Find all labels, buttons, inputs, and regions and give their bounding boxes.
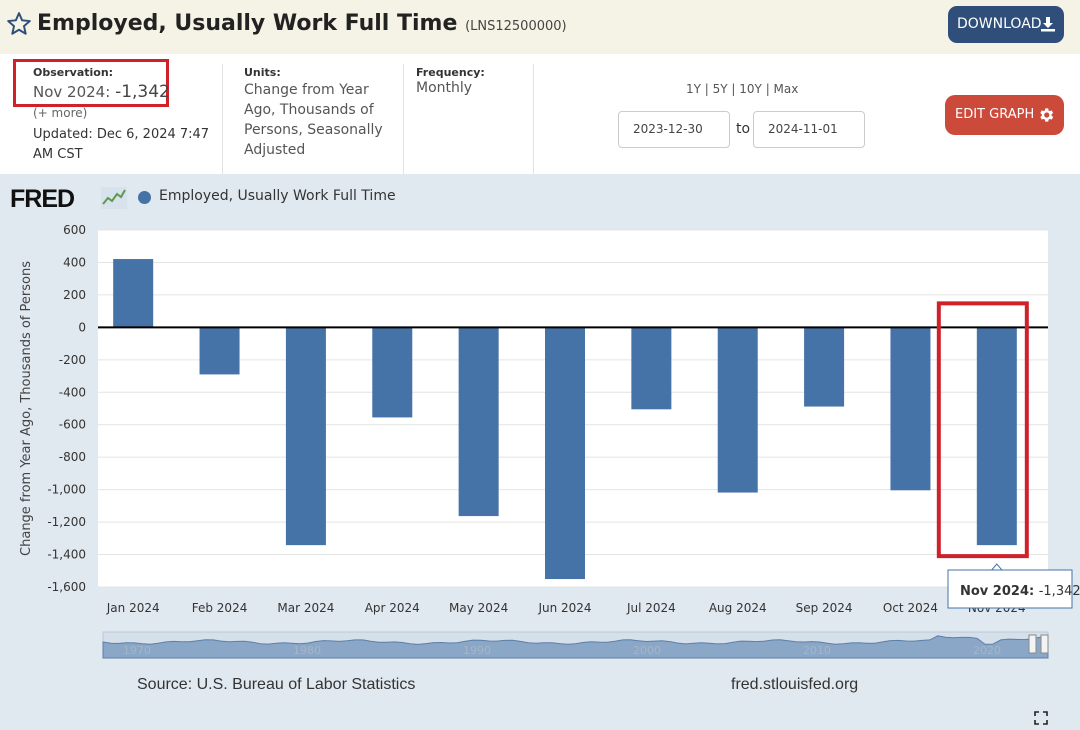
- fred-logo: FRED: [10, 185, 75, 213]
- y-tick-label: 400: [63, 255, 86, 269]
- observation-number: -1,342: [115, 82, 170, 102]
- units-text: Change from Year Ago, Thousands of Perso…: [244, 82, 383, 158]
- navigator-year-label: 2020: [973, 644, 1001, 657]
- navigator-year-label: 1990: [463, 644, 491, 657]
- tooltip-value: -1,342: [1039, 584, 1080, 599]
- source-text: Source: U.S. Bureau of Labor Statistics: [137, 676, 416, 693]
- highlight-box: [936, 301, 1029, 559]
- observation-date: Nov 2024:: [33, 83, 111, 101]
- frequency-label: Frequency:: [416, 66, 485, 79]
- bar-jan-2024: [113, 259, 154, 328]
- header-bar: Employed, Usually Work Full Time (LNS125…: [0, 0, 1080, 54]
- bar-oct-2024: [890, 327, 931, 491]
- navigator-handle-right[interactable]: [1040, 634, 1049, 654]
- expand-icon[interactable]: [1034, 711, 1048, 725]
- x-tick-label: Oct 2024: [883, 601, 938, 615]
- tooltip-text: Nov 2024: -1,342: [960, 584, 1080, 599]
- x-tick-label: Sep 2024: [796, 601, 853, 615]
- bar-jul-2024: [631, 327, 672, 410]
- frequency-text: Monthly: [416, 80, 473, 96]
- navigator-year-label: 1980: [293, 644, 321, 657]
- navigator-handle-left[interactable]: [1028, 634, 1037, 654]
- end-date-input[interactable]: 2024-11-01: [753, 111, 865, 148]
- fred-logo-chart-icon: [101, 187, 127, 209]
- range-selector[interactable]: 1Y | 5Y | 10Y | Max: [686, 82, 799, 96]
- star-icon[interactable]: [6, 11, 32, 37]
- y-tick-label: -1,200: [47, 515, 86, 529]
- legend-swatch: [138, 191, 151, 204]
- y-tick-label: -1,400: [47, 548, 86, 562]
- y-tick-label: -600: [59, 418, 86, 432]
- legend-series-label: Employed, Usually Work Full Time: [159, 188, 396, 204]
- y-axis-label: Change from Year Ago, Thousands of Perso…: [19, 261, 34, 556]
- y-tick-label: -1,600: [47, 580, 86, 594]
- fred-url: fred.stlouisfed.org: [731, 676, 859, 693]
- bar-jun-2024: [545, 327, 585, 580]
- more-observations-link[interactable]: (+ more): [33, 106, 88, 120]
- x-tick-label: Mar 2024: [277, 601, 334, 615]
- to-label: to: [736, 121, 751, 137]
- divider: [533, 64, 534, 174]
- bar-aug-2024: [717, 327, 758, 493]
- y-tick-label: -200: [59, 353, 86, 367]
- tooltip-box: [947, 569, 1073, 609]
- series-id: (LNS12500000): [465, 19, 567, 34]
- x-tick-label: Jan 2024: [106, 601, 160, 615]
- y-tick-label: -1,000: [47, 483, 86, 497]
- bar-mar-2024: [285, 327, 326, 546]
- bar-chart: 6004002000-200-400-600-800-1,000-1,200-1…: [19, 223, 1080, 659]
- download-label: DOWNLOAD: [957, 16, 1042, 32]
- series-title: Employed, Usually Work Full Time: [37, 11, 458, 36]
- divider: [403, 64, 404, 174]
- y-tick-label: 600: [63, 223, 86, 237]
- x-tick-label: Jul 2024: [626, 601, 676, 615]
- bar-nov-2024: [976, 327, 1017, 546]
- observation-value: Nov 2024: -1,342: [33, 82, 170, 102]
- bar-apr-2024: [372, 327, 413, 418]
- edit-graph-label: EDIT GRAPH: [955, 107, 1035, 122]
- bar-sep-2024: [804, 327, 845, 407]
- edit-graph-button[interactable]: EDIT GRAPH: [945, 95, 1064, 135]
- bar-feb-2024: [199, 327, 240, 375]
- y-tick-label: -400: [59, 385, 86, 399]
- x-tick-label: May 2024: [449, 601, 508, 615]
- y-tick-label: 0: [78, 320, 86, 334]
- bar-may-2024: [458, 327, 499, 517]
- units-label: Units:: [244, 66, 281, 79]
- navigator-series: [102, 635, 1049, 659]
- navigator-year-label: 2000: [633, 644, 661, 657]
- y-tick-label: -800: [59, 450, 86, 464]
- start-date-input[interactable]: 2023-12-30: [618, 111, 730, 148]
- page-title: Employed, Usually Work Full Time (LNS125…: [37, 11, 567, 36]
- gear-icon: [1040, 108, 1054, 122]
- observation-label: Observation:: [33, 66, 114, 79]
- x-tick-label: Feb 2024: [192, 601, 248, 615]
- series-metadata: Observation: Nov 2024: -1,342 (+ more) U…: [0, 54, 1080, 174]
- download-icon: [1041, 17, 1055, 32]
- download-button[interactable]: DOWNLOAD: [948, 6, 1064, 43]
- y-tick-label: 200: [63, 288, 86, 302]
- updated-text: Updated: Dec 6, 2024 7:47 AM CST: [33, 127, 210, 162]
- x-tick-label: Apr 2024: [365, 601, 420, 615]
- tooltip-label: Nov 2024:: [960, 584, 1039, 599]
- x-tick-label: Aug 2024: [709, 601, 767, 615]
- navigator-year-label: 1970: [123, 644, 151, 657]
- navigator-year-label: 2010: [803, 644, 831, 657]
- observation-highlight-box: [13, 59, 169, 107]
- graph-area: 600 400 200 0 -200 -400 -600 -800 -1,000 -1,200 -1…: [0, 174, 1080, 730]
- x-tick-label: Jun 2024: [537, 601, 591, 615]
- divider: [222, 64, 223, 174]
